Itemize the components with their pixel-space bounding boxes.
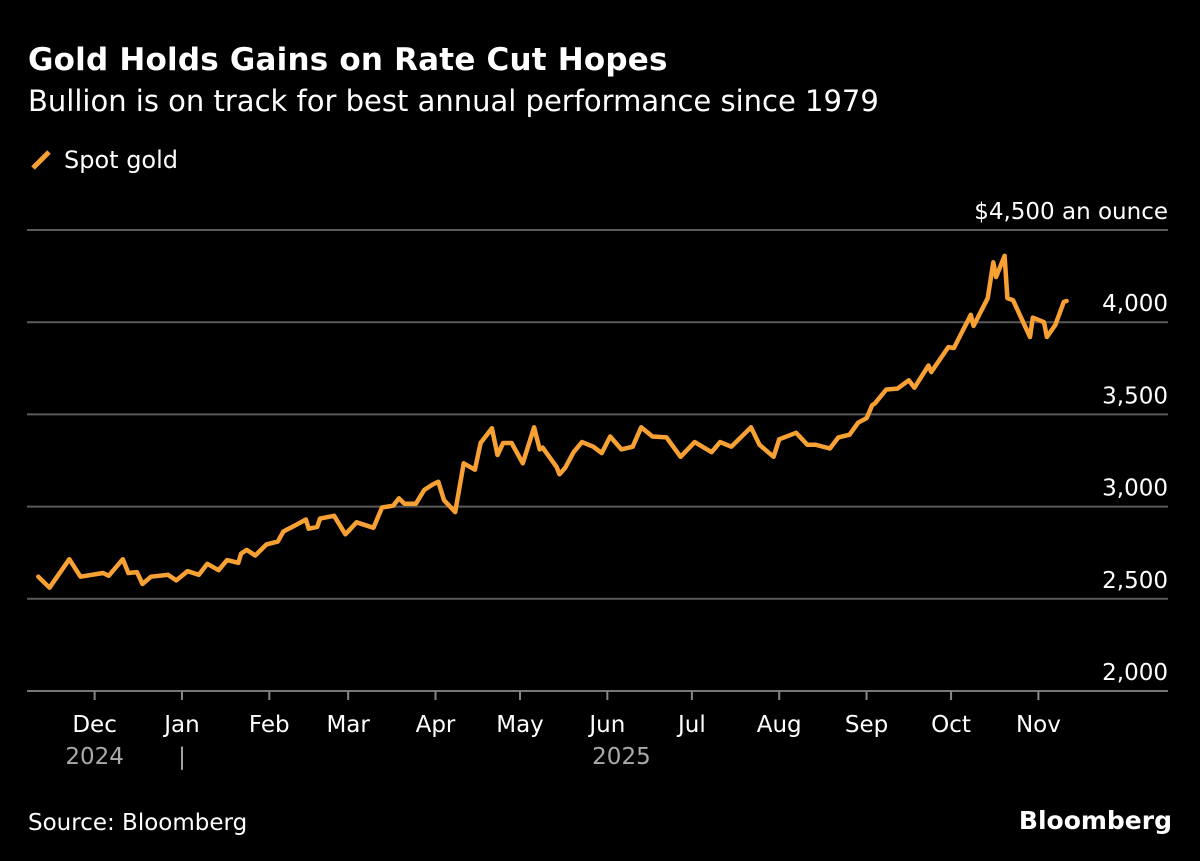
x-tick-label: Jan <box>162 712 199 738</box>
x-tick-label: Sep <box>845 712 888 738</box>
source-note: Source: Bloomberg <box>28 810 248 836</box>
bloomberg-logo: Bloomberg <box>1018 806 1172 835</box>
gridlines <box>27 229 1168 692</box>
y-tick-label: 2,000 <box>1102 660 1168 686</box>
x-tick-label: Aug <box>757 712 802 738</box>
y-tick-label: 2,500 <box>1102 568 1168 594</box>
x-year-label: | <box>178 744 186 770</box>
x-tick-label: Feb <box>249 712 290 738</box>
x-tick-label: Jul <box>676 712 706 738</box>
y-tick-label: 3,000 <box>1102 476 1168 502</box>
x-year-label: 2025 <box>592 744 651 770</box>
x-tick-label: May <box>496 712 544 738</box>
chart-subtitle: Bullion is on track for best annual perf… <box>28 84 879 118</box>
x-tick-label: Oct <box>931 712 971 738</box>
legend: Spot gold <box>30 146 178 174</box>
x-year-label: 2024 <box>65 744 124 770</box>
chart-title: Gold Holds Gains on Rate Cut Hopes <box>28 42 668 78</box>
y-tick-label: 4,000 <box>1102 291 1168 317</box>
y-tick-label: $4,500 an ounce <box>974 199 1168 225</box>
y-tick-label: 3,500 <box>1102 383 1168 409</box>
x-tick-label: Nov <box>1016 712 1061 738</box>
x-tick-label: Apr <box>416 712 456 738</box>
legend-label-spot-gold: Spot gold <box>64 146 179 174</box>
x-tick-label: Mar <box>326 712 370 738</box>
legend-line-icon <box>31 150 51 170</box>
y-axis-ticks: $4,500 an ounce 4,000 3,500 3,000 2,500 2,000 <box>974 199 1168 686</box>
x-axis-ticks: Dec Jan Feb Mar Apr May Jun Jul Aug Sep Oct Nov 2024… <box>65 691 1061 770</box>
x-tick-label: Dec <box>72 712 117 738</box>
x-tick-label: Jun <box>587 712 625 738</box>
series-layer <box>36 253 1069 590</box>
series-line-spot-gold <box>36 253 1069 590</box>
